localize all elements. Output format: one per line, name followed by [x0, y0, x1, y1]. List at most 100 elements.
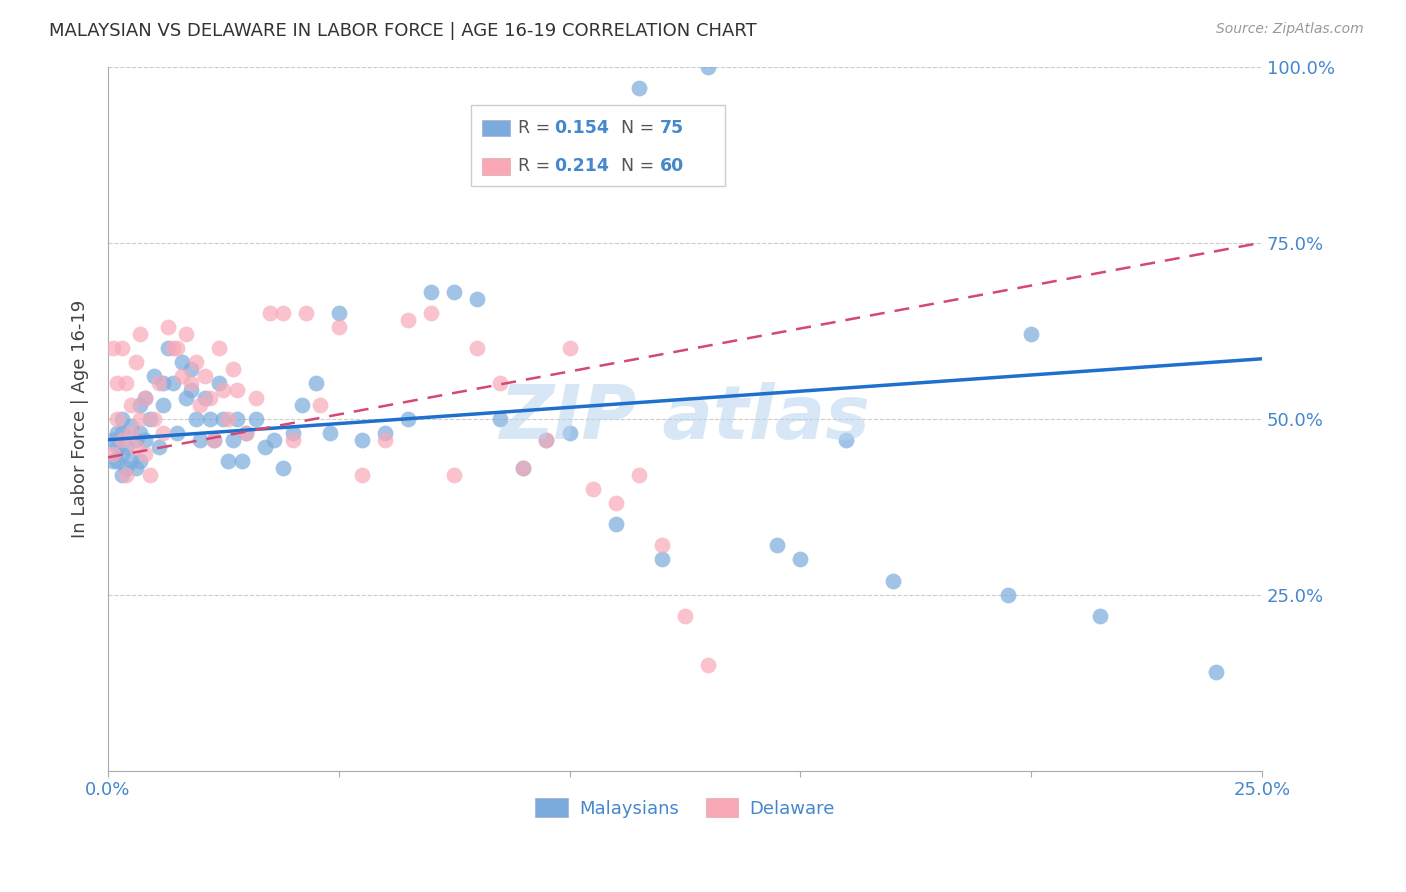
Point	[143, 411, 166, 425]
Point	[125, 355, 148, 369]
Point	[194, 391, 217, 405]
Text: R =: R =	[517, 157, 555, 175]
Point	[101, 454, 124, 468]
Point	[180, 384, 202, 398]
Point	[120, 425, 142, 440]
Point	[226, 411, 249, 425]
Point	[111, 425, 134, 440]
Point	[120, 398, 142, 412]
Point	[489, 376, 512, 391]
Point	[350, 433, 373, 447]
Point	[129, 327, 152, 342]
Point	[138, 467, 160, 482]
Point	[180, 362, 202, 376]
Point	[101, 433, 124, 447]
Point	[176, 391, 198, 405]
Point	[115, 467, 138, 482]
Point	[134, 391, 156, 405]
Point	[1090, 608, 1112, 623]
Point	[263, 433, 285, 447]
Point	[281, 433, 304, 447]
Point	[443, 467, 465, 482]
Point	[111, 341, 134, 355]
Point	[184, 411, 207, 425]
Point	[253, 440, 276, 454]
Point	[245, 391, 267, 405]
Text: N =: N =	[621, 119, 661, 137]
Point	[295, 306, 318, 320]
Point	[134, 433, 156, 447]
Point	[465, 341, 488, 355]
Point	[152, 425, 174, 440]
Point	[202, 433, 225, 447]
Point	[673, 608, 696, 623]
Point	[156, 341, 179, 355]
Point	[105, 440, 128, 454]
Point	[129, 411, 152, 425]
Text: 75: 75	[659, 119, 683, 137]
Point	[202, 433, 225, 447]
Point	[245, 411, 267, 425]
Point	[134, 391, 156, 405]
Point	[291, 398, 314, 412]
Point	[111, 447, 134, 461]
Point	[374, 425, 396, 440]
Point	[273, 306, 295, 320]
Point	[115, 440, 138, 454]
Text: MALAYSIAN VS DELAWARE IN LABOR FORCE | AGE 16-19 CORRELATION CHART: MALAYSIAN VS DELAWARE IN LABOR FORCE | A…	[49, 22, 756, 40]
Point	[138, 411, 160, 425]
Point	[697, 658, 720, 673]
Point	[212, 411, 235, 425]
Point	[309, 398, 332, 412]
Point	[134, 447, 156, 461]
Point	[152, 398, 174, 412]
Point	[1205, 665, 1227, 679]
Point	[997, 588, 1019, 602]
Point	[101, 341, 124, 355]
Point	[162, 341, 184, 355]
Point	[125, 461, 148, 475]
Point	[170, 369, 193, 384]
Point	[152, 376, 174, 391]
Text: 0.154: 0.154	[554, 119, 609, 137]
Point	[180, 376, 202, 391]
FancyBboxPatch shape	[482, 120, 509, 136]
Point	[489, 411, 512, 425]
Point	[208, 376, 231, 391]
Point	[129, 398, 152, 412]
Point	[198, 391, 221, 405]
Text: N =: N =	[621, 157, 661, 175]
Point	[235, 425, 257, 440]
Point	[697, 60, 720, 74]
Point	[882, 574, 904, 588]
Point	[101, 447, 124, 461]
Point	[789, 552, 811, 566]
Point	[651, 538, 673, 552]
Point	[143, 369, 166, 384]
Point	[148, 440, 170, 454]
Point	[125, 433, 148, 447]
Point	[111, 467, 134, 482]
Point	[318, 425, 340, 440]
Point	[558, 341, 581, 355]
Point	[396, 313, 419, 327]
Point	[651, 552, 673, 566]
Point	[328, 306, 350, 320]
Point	[129, 425, 152, 440]
Point	[188, 433, 211, 447]
Point	[105, 376, 128, 391]
Point	[166, 425, 188, 440]
Point	[512, 461, 534, 475]
Point	[350, 467, 373, 482]
Point	[420, 285, 443, 299]
Point	[105, 425, 128, 440]
Point	[212, 384, 235, 398]
Point	[231, 454, 253, 468]
Point	[305, 376, 328, 391]
Point	[558, 425, 581, 440]
Point	[605, 496, 627, 510]
FancyBboxPatch shape	[482, 158, 509, 175]
Point	[115, 376, 138, 391]
Point	[184, 355, 207, 369]
Point	[148, 376, 170, 391]
